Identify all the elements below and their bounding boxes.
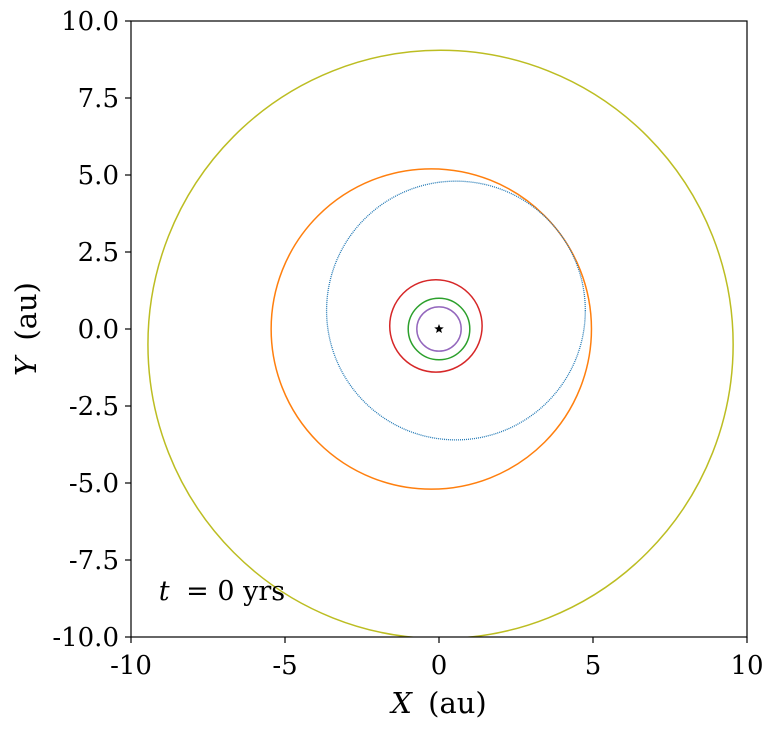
y-tick-label: -2.5 [69,392,119,422]
orbit-5 [416,306,462,352]
y-axis-ticks: -10.0 -7.5 -5.0 -2.5 0.0 2.5 5.0 7.5 10.0 [52,7,131,653]
x-tick-label: 10 [730,651,763,681]
y-tick-label: -7.5 [69,546,119,576]
time-annotation: t = 0 yrs [159,576,285,607]
orbit-2 [325,180,586,441]
x-axis-label-var: X [389,686,413,720]
time-annotation-var: t [159,576,170,607]
x-axis-label-unit: (au) [428,686,487,720]
orbit-series-group [147,49,734,637]
y-axis-label-var: Y [9,354,43,376]
y-tick-label: 10.0 [61,7,119,37]
orbit-1 [270,168,593,490]
y-tick-label: 0.0 [78,315,119,345]
y-axis-label: Y (au) [9,282,43,376]
orbit-0 [147,49,734,637]
orbit-3 [388,278,483,373]
y-axis-label-unit: (au) [9,282,43,341]
time-annotation-text: = 0 yrs [186,576,285,607]
x-tick-label: -10 [110,651,152,681]
y-tick-label: 2.5 [78,238,119,268]
y-tick-label: 7.5 [78,84,119,114]
central-star [434,324,444,334]
y-tick-label: -5.0 [69,469,119,499]
x-axis-label: X (au) [389,686,486,720]
x-tick-label: -5 [272,651,297,681]
orbit-4 [407,297,471,361]
y-tick-label: 5.0 [78,161,119,191]
star-marker [434,324,444,334]
x-tick-label: 0 [431,651,448,681]
y-tick-label: -10.0 [52,623,119,653]
x-axis-ticks: -10 -5 0 5 10 [110,637,764,681]
x-tick-label: 5 [585,651,602,681]
